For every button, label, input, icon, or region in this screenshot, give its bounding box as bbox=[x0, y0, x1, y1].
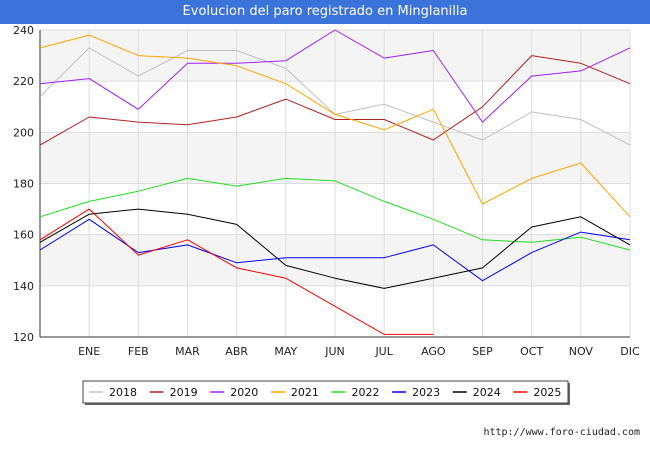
y-tick-label: 140 bbox=[13, 280, 34, 293]
x-tick-label: JUN bbox=[324, 345, 345, 358]
axes bbox=[39, 30, 630, 338]
series-line-2023 bbox=[39, 218, 631, 282]
x-tick-label: ABR bbox=[225, 345, 248, 358]
x-tick-label: FEB bbox=[128, 345, 149, 358]
x-tick-label: JUL bbox=[374, 345, 393, 358]
y-tick-label: 120 bbox=[13, 331, 34, 344]
series-line-2021 bbox=[39, 34, 631, 218]
legend: 2018 2019 2020 2021 2022 2023 2024 2025 bbox=[82, 380, 570, 405]
y-tick-label: 200 bbox=[13, 126, 34, 139]
y-tick-label: 220 bbox=[13, 75, 34, 88]
legend-box bbox=[82, 380, 569, 404]
chart-title: Evolucion del paro registrado en Minglan… bbox=[0, 0, 650, 24]
legend-label-2025: 2025 bbox=[533, 386, 561, 399]
x-tick-label: MAR bbox=[175, 345, 200, 358]
x-tick-label: ENE bbox=[78, 345, 100, 358]
legend-label-2020: 2020 bbox=[230, 386, 258, 399]
x-tick-label: AGO bbox=[421, 345, 446, 358]
series-lines bbox=[39, 29, 631, 335]
legend-label-2024: 2024 bbox=[473, 386, 501, 399]
y-tick-label: 180 bbox=[13, 178, 34, 191]
x-tick-label: NOV bbox=[569, 345, 594, 358]
y-tick-label: 240 bbox=[13, 24, 34, 37]
series-line-2019 bbox=[39, 55, 631, 146]
x-tick-label: DIC bbox=[620, 345, 640, 358]
legend-label-2021: 2021 bbox=[291, 386, 319, 399]
series-line-2025 bbox=[39, 208, 434, 335]
legend-label-2018: 2018 bbox=[109, 386, 137, 399]
x-tick-label: SEP bbox=[472, 345, 493, 358]
legend-label-2023: 2023 bbox=[412, 386, 440, 399]
series-line-2022 bbox=[39, 177, 631, 251]
series-line-2020 bbox=[39, 29, 631, 123]
series-line-2024 bbox=[39, 208, 631, 289]
x-tick-label: MAY bbox=[274, 345, 297, 358]
legend-label-2019: 2019 bbox=[170, 386, 198, 399]
footer-credit: http://www.foro-ciudad.com bbox=[483, 427, 640, 438]
y-tick-labels: 120 140 160 180 200 220 240 bbox=[13, 24, 34, 344]
legend-label-2022: 2022 bbox=[352, 386, 380, 399]
x-tick-label: OCT bbox=[520, 345, 543, 358]
y-tick-label: 160 bbox=[13, 229, 34, 242]
x-tick-labels: ENE FEB MAR ABR MAY JUN JUL AGO SEP OCT NOV DIC bbox=[78, 345, 640, 358]
